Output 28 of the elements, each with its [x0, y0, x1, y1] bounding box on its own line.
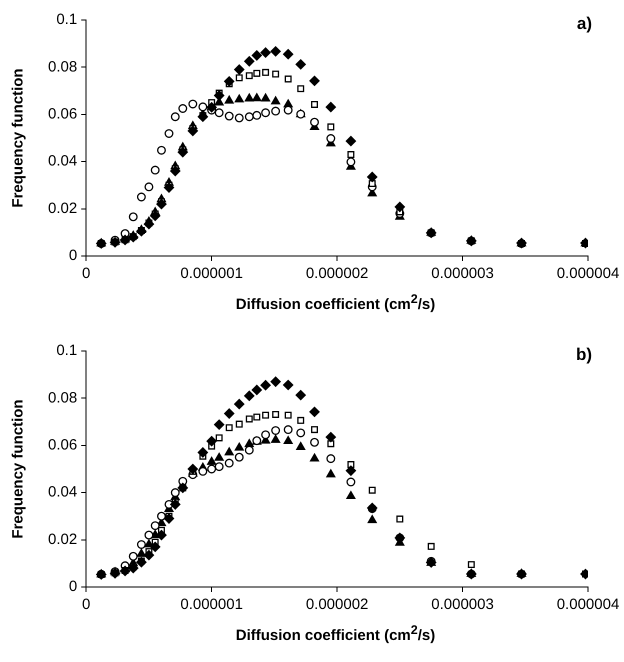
y-tick-label: 0.06 — [48, 436, 78, 454]
y-axis-title: Frequency function — [10, 399, 26, 539]
x-tick-label: 0.000004 — [556, 596, 620, 614]
x-tick-label: 0.000003 — [431, 596, 494, 614]
y-tick-label: 0.08 — [48, 389, 78, 406]
y-tick-label: 0.02 — [48, 200, 78, 217]
x-tick-label: 0.000002 — [306, 596, 368, 614]
y-tick-label: 0.04 — [48, 152, 78, 170]
x-tick-label: 0.000001 — [180, 596, 243, 614]
y-tick-label: 0.04 — [48, 484, 78, 501]
x-tick-label: 0.000002 — [306, 265, 368, 282]
y-axis-title: Frequency function — [10, 68, 26, 208]
x-tick-label: 0.000003 — [431, 265, 494, 282]
y-tick-label: 0.02 — [48, 530, 78, 548]
y-tick-label: 0.1 — [56, 342, 78, 360]
x-tick-label: 0.000001 — [180, 265, 243, 282]
x-axis-title: Diffusion coefficient (cm$^{2}$/s) — [234, 292, 436, 313]
y-tick-label: 0 — [68, 578, 78, 596]
x-tick-label: 0.000004 — [556, 265, 620, 282]
annotation: a) — [576, 14, 592, 34]
y-tick-label: 0.08 — [48, 58, 78, 76]
y-tick-label: 0 — [68, 247, 78, 264]
y-tick-label: 0.06 — [48, 106, 78, 123]
x-axis-title: Diffusion coefficient (cm$^{2}$/s) — [234, 623, 436, 644]
x-tick-label: 0 — [82, 265, 90, 282]
x-tick-label: 0 — [82, 596, 90, 614]
annotation: b) — [576, 345, 592, 364]
y-tick-label: 0.1 — [56, 11, 78, 28]
